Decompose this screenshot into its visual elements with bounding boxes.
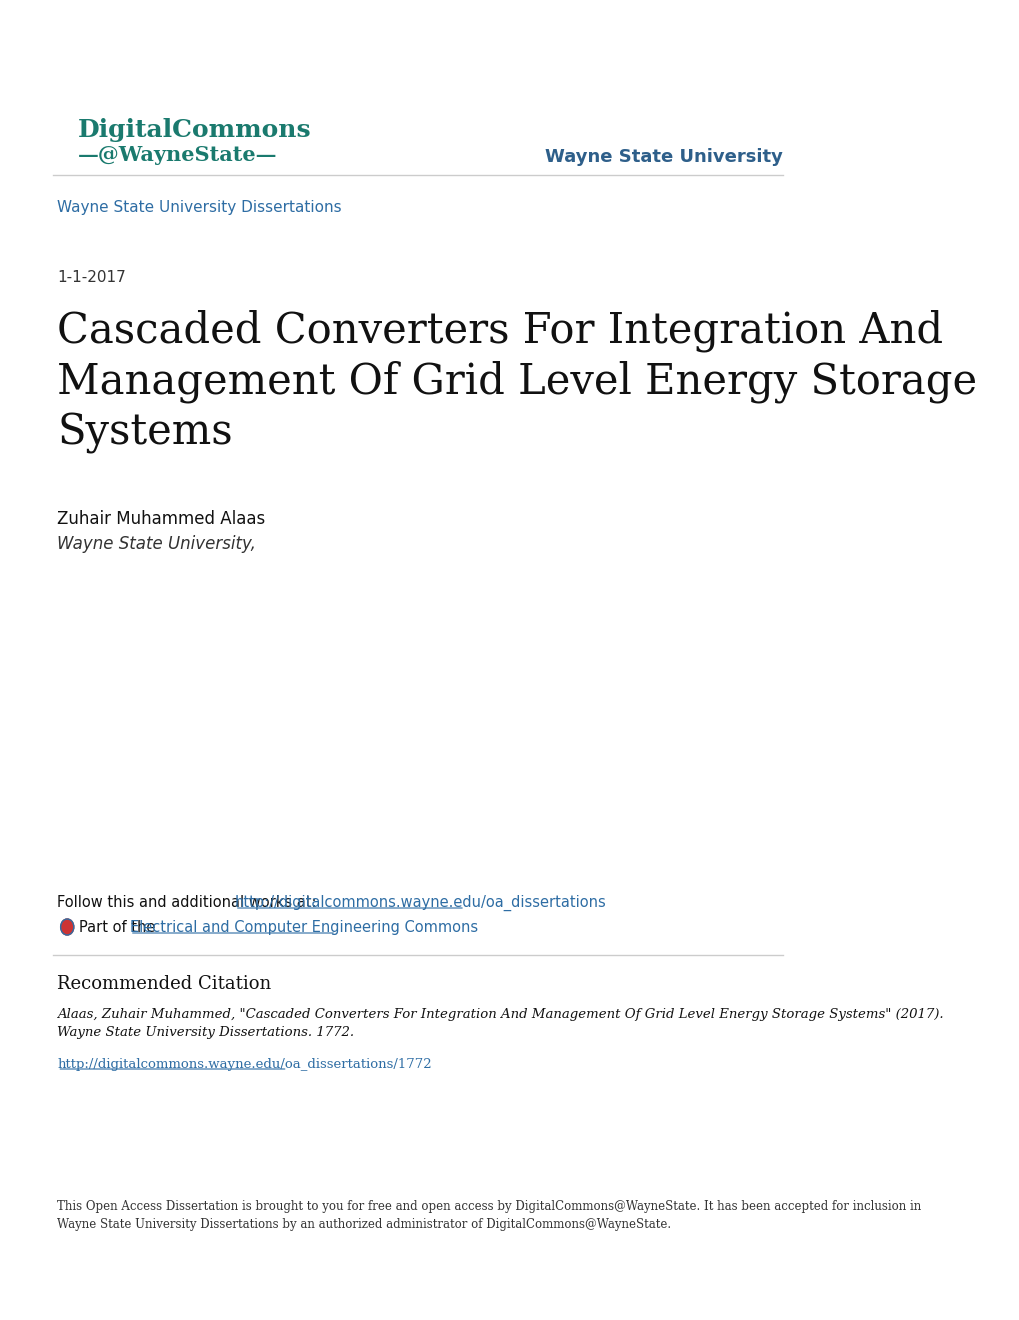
Text: http://digitalcommons.wayne.edu/oa_dissertations: http://digitalcommons.wayne.edu/oa_disse… bbox=[234, 895, 606, 911]
Text: http://digitalcommons.wayne.edu/oa_dissertations/1772: http://digitalcommons.wayne.edu/oa_disse… bbox=[57, 1059, 432, 1071]
Text: Recommended Citation: Recommended Citation bbox=[57, 975, 271, 993]
Text: DigitalCommons: DigitalCommons bbox=[77, 117, 311, 143]
Text: Follow this and additional works at:: Follow this and additional works at: bbox=[57, 895, 321, 909]
Text: Wayne State University,: Wayne State University, bbox=[57, 535, 256, 553]
Text: 1-1-2017: 1-1-2017 bbox=[57, 271, 126, 285]
Text: Zuhair Muhammed Alaas: Zuhair Muhammed Alaas bbox=[57, 510, 265, 528]
Circle shape bbox=[60, 919, 73, 935]
Text: Electrical and Computer Engineering Commons: Electrical and Computer Engineering Comm… bbox=[129, 920, 478, 935]
Text: Alaas, Zuhair Muhammed, "Cascaded Converters For Integration And Management Of G: Alaas, Zuhair Muhammed, "Cascaded Conver… bbox=[57, 1008, 943, 1039]
Text: Part of the: Part of the bbox=[78, 920, 160, 935]
Text: Wayne State University Dissertations: Wayne State University Dissertations bbox=[57, 201, 341, 215]
Text: —@WayneState—: —@WayneState— bbox=[77, 145, 277, 165]
Text: Cascaded Converters For Integration And
Management Of Grid Level Energy Storage
: Cascaded Converters For Integration And … bbox=[57, 310, 976, 454]
Text: This Open Access Dissertation is brought to you for free and open access by Digi: This Open Access Dissertation is brought… bbox=[57, 1200, 921, 1232]
Text: Wayne State University: Wayne State University bbox=[544, 148, 782, 166]
